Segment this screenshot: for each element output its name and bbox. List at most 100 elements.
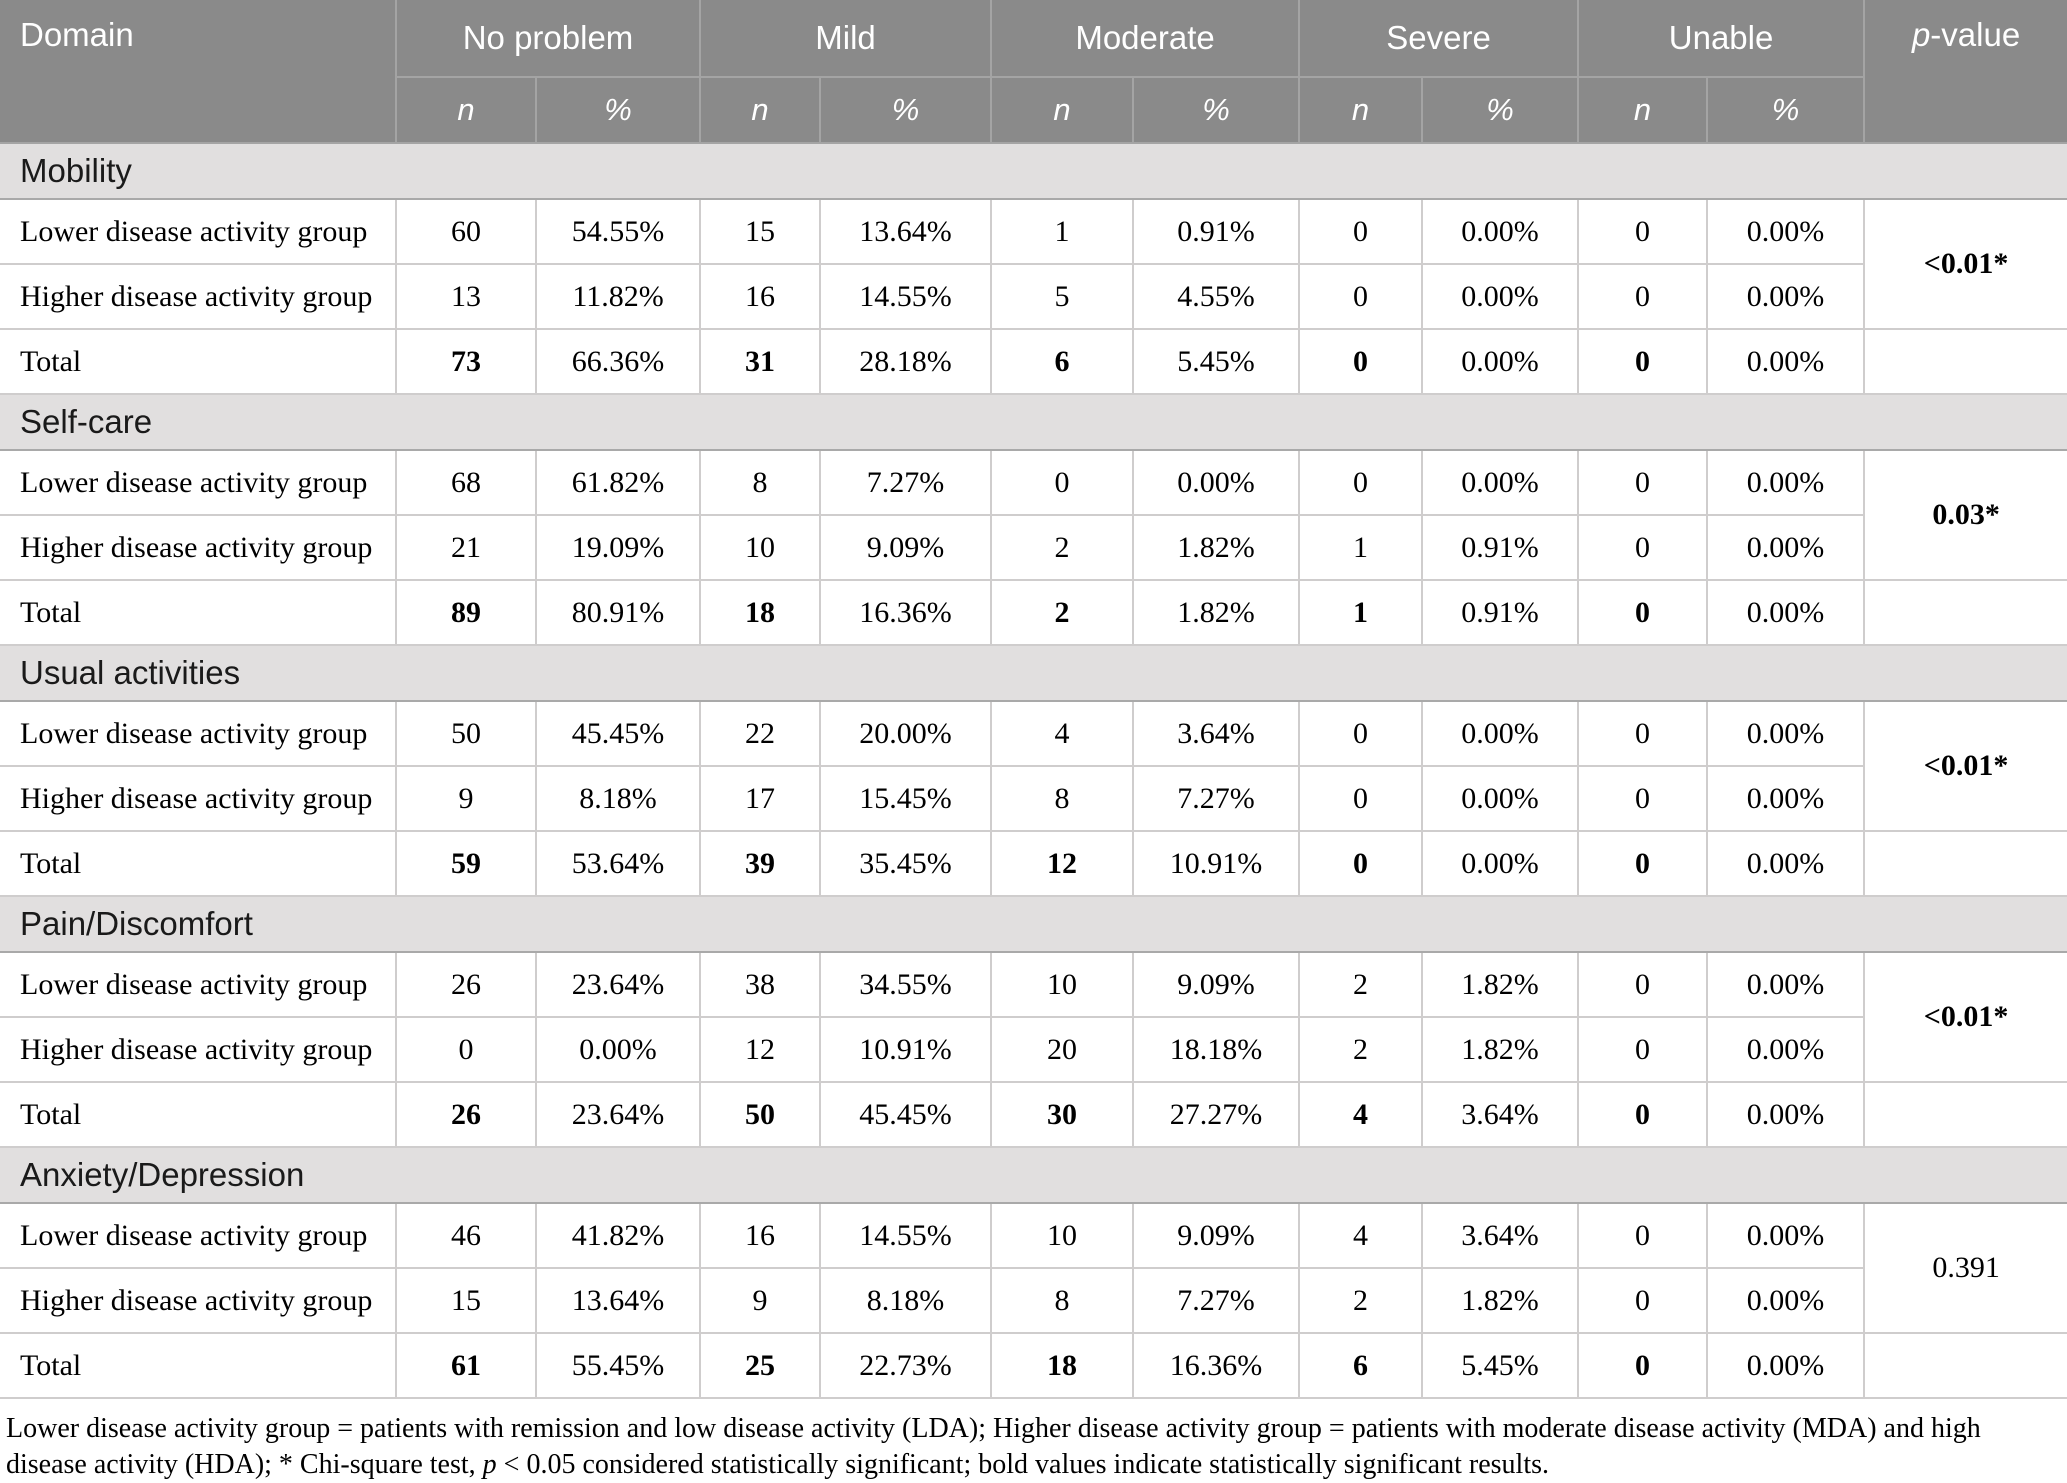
cell-n: 0 — [1298, 263, 1424, 330]
cell-pct: 20.00% — [819, 700, 993, 767]
cell-n: 15 — [395, 1267, 537, 1334]
row-label: Total — [0, 328, 397, 395]
cell-n: 4 — [1298, 1202, 1424, 1269]
cell-pct: 8.18% — [819, 1267, 993, 1334]
cell-pct: 0.00% — [1706, 198, 1866, 265]
cell-pct: 16.36% — [819, 579, 993, 646]
cell-pct: 0.00% — [1421, 328, 1580, 395]
cell-n: 0 — [1577, 263, 1709, 330]
cell-n: 38 — [699, 951, 822, 1018]
cell-pct: 15.45% — [819, 765, 993, 832]
cell-pct: 11.82% — [534, 263, 702, 330]
cell-pct: 0.00% — [1421, 263, 1580, 330]
cell-pct: 0.00% — [1132, 449, 1301, 516]
subheader-pct: % — [1421, 77, 1580, 144]
cell-pct: 0.00% — [1706, 830, 1866, 897]
row-label: Total — [0, 1332, 397, 1399]
cell-pct: 0.91% — [1421, 579, 1580, 646]
p-value-cell: 0.03* — [1863, 449, 2067, 581]
cell-pct: 22.73% — [819, 1332, 993, 1399]
cell-n: 10 — [699, 514, 822, 581]
cell-n: 0 — [1577, 1267, 1709, 1334]
row-label: Total — [0, 830, 397, 897]
section-label: Pain/Discomfort — [0, 895, 2067, 953]
cell-pct: 0.91% — [1132, 198, 1301, 265]
subheader-n: n — [699, 77, 822, 144]
cell-pct: 5.45% — [1421, 1332, 1580, 1399]
section-label: Self-care — [0, 393, 2067, 451]
row-label: Lower disease activity group — [0, 449, 397, 516]
cell-n: 25 — [699, 1332, 822, 1399]
cell-pct: 9.09% — [1132, 951, 1301, 1018]
cell-n: 12 — [990, 830, 1135, 897]
cell-n: 0 — [1577, 198, 1709, 265]
cell-pct: 61.82% — [534, 449, 702, 516]
subheader-n: n — [1298, 77, 1424, 144]
cell-pct: 0.00% — [1421, 830, 1580, 897]
subheader-pct: % — [1132, 77, 1301, 144]
cell-n: 0 — [1577, 579, 1709, 646]
cell-pct: 0.00% — [1706, 765, 1865, 832]
cell-pct: 16.36% — [1132, 1332, 1301, 1399]
cell-n: 22 — [699, 700, 822, 767]
row-label: Higher disease activity group — [0, 765, 397, 832]
row-label: Lower disease activity group — [0, 1202, 397, 1269]
table-header: Domain No problem Mild Moderate Severe U… — [0, 0, 2067, 144]
row-self-care-lower-disease-activity-group: Lower disease activity group 68 61.82% 8 7.2… — [0, 449, 2067, 581]
cell-pct: 19.09% — [534, 514, 702, 581]
subheader-pct: % — [819, 77, 993, 144]
row-label: Total — [0, 579, 397, 646]
cell-pct: 7.27% — [819, 449, 993, 516]
cell-pct: 9.09% — [1132, 1202, 1301, 1269]
cell-pct: 1.82% — [1421, 1016, 1580, 1083]
cell-n: 21 — [395, 514, 537, 581]
section-row-mobility: Mobility — [0, 142, 2067, 200]
p-value-cell: <0.01* — [1863, 951, 2067, 1083]
cell-n: 0 — [990, 449, 1135, 516]
column-header-mild: Mild — [699, 0, 993, 78]
cell-n: 39 — [699, 830, 822, 897]
table-body: Mobility Lower disease activity group 60 54… — [0, 142, 2067, 1399]
column-header-severe: Severe — [1298, 0, 1580, 78]
cell-n: 0 — [1577, 765, 1709, 832]
cell-n: 16 — [699, 1202, 822, 1269]
cell-n: 0 — [1298, 830, 1424, 897]
cell-pct: 8.18% — [534, 765, 702, 832]
cell-n: 26 — [395, 1081, 537, 1148]
column-header-p-value: p-value — [1863, 0, 2067, 144]
cell-n: 30 — [990, 1081, 1135, 1148]
cell-n: 0 — [1298, 198, 1424, 265]
cell-n: 0 — [1577, 1081, 1709, 1148]
cell-pct: 7.27% — [1132, 1267, 1301, 1334]
cell-n: 10 — [990, 951, 1135, 1018]
subheader-pct: % — [1706, 77, 1866, 144]
row-mobility-total: Total 73 66.36% 31 28.18% 6 5.45% 0 0.00% 0 0.00% — [0, 328, 2067, 395]
row-label: Lower disease activity group — [0, 198, 397, 265]
cell-pct: 0.00% — [1421, 700, 1580, 767]
cell-pct: 54.55% — [534, 198, 702, 265]
cell-pct: 0.00% — [1706, 263, 1865, 330]
section-row-anxiety-depression: Anxiety/Depression — [0, 1146, 2067, 1204]
cell-n: 0 — [1298, 700, 1424, 767]
cell-pct: 14.55% — [819, 263, 993, 330]
cell-n: 1 — [1298, 514, 1424, 581]
subheader-n: n — [1577, 77, 1709, 144]
cell-pct: 4.55% — [1132, 263, 1301, 330]
cell-pct: 0.00% — [1706, 1016, 1865, 1083]
cell-n: 46 — [395, 1202, 537, 1269]
row-pain-discomfort-lower-disease-activity-group: Lower disease activity group 26 23.64% 38 34… — [0, 951, 2067, 1083]
p-value-cell: <0.01* — [1863, 198, 2067, 330]
cell-pct: 13.64% — [819, 198, 993, 265]
section-row-self-care: Self-care — [0, 393, 2067, 451]
cell-n: 2 — [1298, 1016, 1424, 1083]
p-value-empty-cell — [1863, 1332, 2067, 1399]
cell-pct: 45.45% — [534, 700, 702, 767]
cell-n: 8 — [990, 765, 1135, 832]
p-value-cell: 0.391 — [1863, 1202, 2067, 1334]
cell-pct: 0.00% — [1421, 198, 1580, 265]
row-label: Higher disease activity group — [0, 514, 397, 581]
cell-pct: 28.18% — [819, 328, 993, 395]
column-header-domain: Domain — [0, 0, 397, 144]
column-header-moderate: Moderate — [990, 0, 1301, 78]
footnote: Lower disease activity group = patients … — [0, 1399, 2065, 1483]
